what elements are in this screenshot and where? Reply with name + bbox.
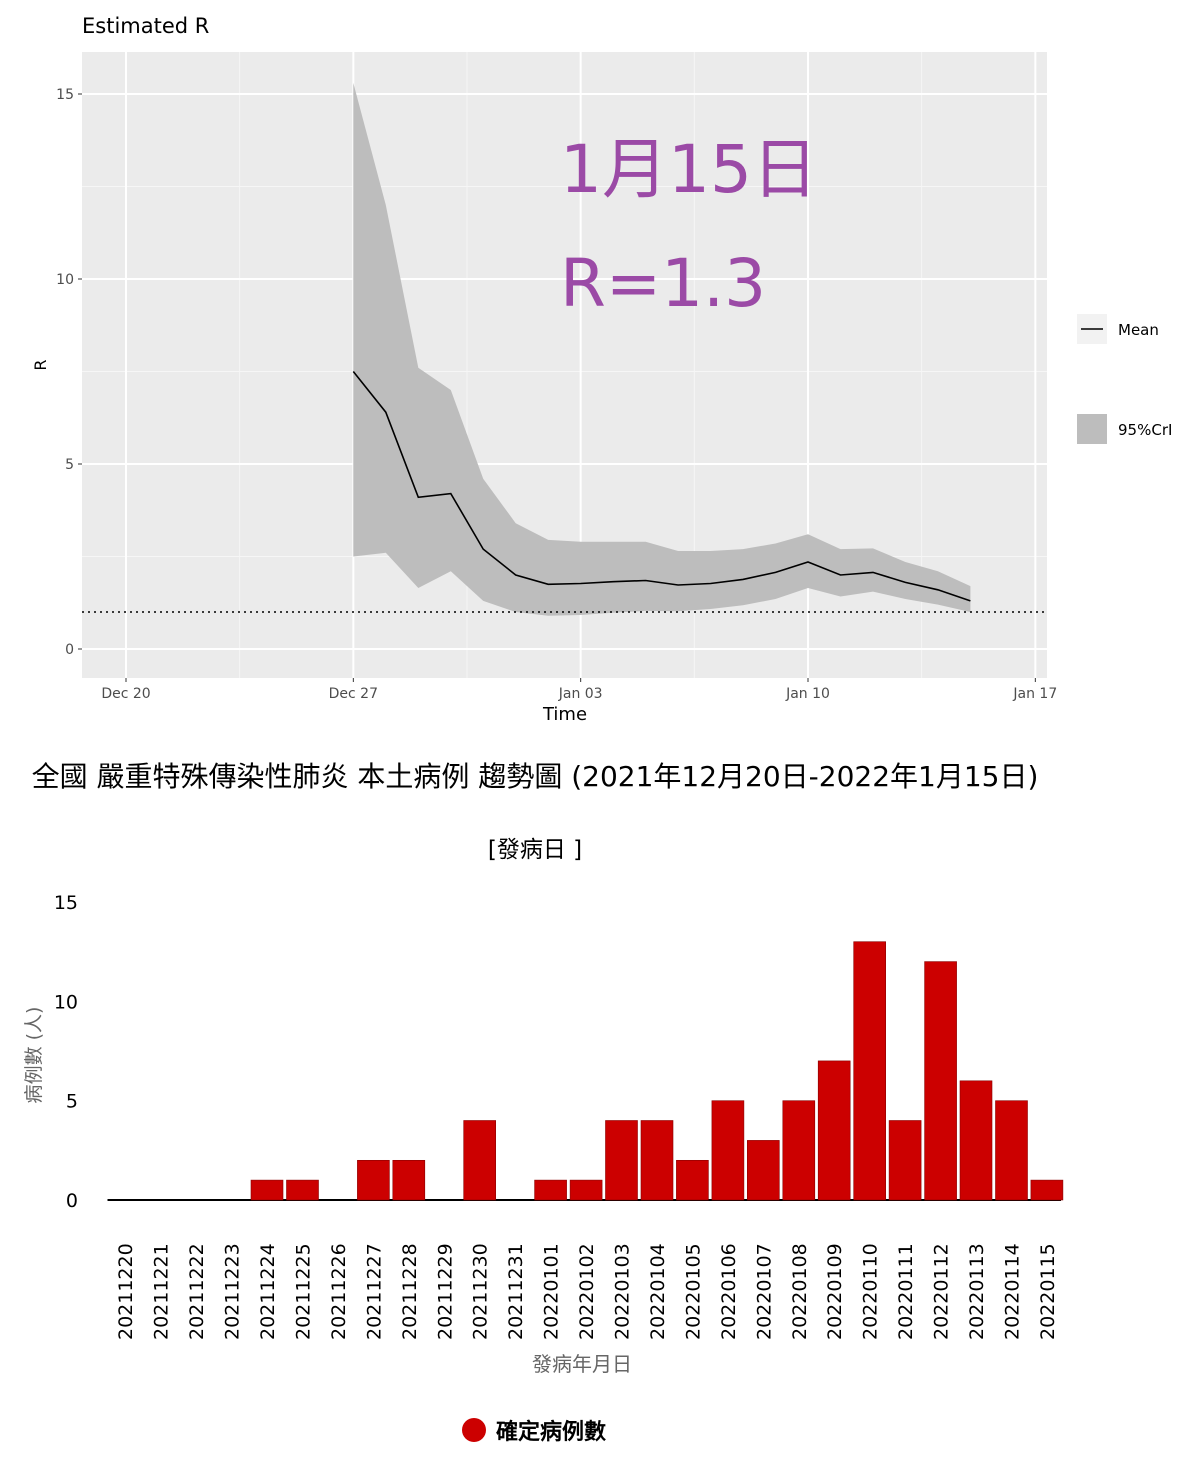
x-tick-label: 20220103 (612, 1243, 634, 1340)
x-tick-label: 20211226 (328, 1243, 350, 1340)
x-tick-label: 20211229 (434, 1243, 456, 1340)
bar (392, 1159, 426, 1201)
x-tick-label: 20211224 (257, 1243, 279, 1340)
chart2-subtitle: [發病日 ] (487, 837, 583, 863)
bar (640, 1120, 674, 1201)
x-tick-label: 20220111 (895, 1243, 917, 1340)
x-tick-label: 20211222 (186, 1243, 208, 1340)
x-tick-label: Jan 03 (558, 686, 603, 702)
bar (995, 1100, 1028, 1201)
chart1-title: Estimated R (82, 14, 210, 38)
x-tick-label: 20211231 (505, 1243, 527, 1340)
x-tick-label: 20220110 (860, 1243, 882, 1340)
x-tick-label: 20220112 (931, 1243, 953, 1340)
x-tick-label: 20211223 (222, 1243, 244, 1340)
bar (676, 1159, 709, 1201)
x-tick-label: 20211220 (115, 1243, 137, 1340)
bar (569, 1179, 603, 1201)
y-axis-title: R (31, 359, 50, 370)
bar (534, 1179, 567, 1201)
bar (924, 961, 957, 1201)
y-tick-label: 10 (54, 991, 78, 1013)
legend-label-mean: Mean (1118, 321, 1159, 339)
x-tick-label: 20211221 (151, 1243, 173, 1340)
bar (959, 1080, 993, 1201)
x-tick-label: 20220101 (541, 1243, 563, 1340)
x-tick-label: Dec 20 (101, 686, 150, 702)
x-tick-label: 20211227 (363, 1243, 385, 1340)
legend-label-ci: 95%CrI (1118, 421, 1172, 439)
y-tick-label: 0 (66, 1190, 78, 1212)
y-tick-label: 15 (56, 87, 74, 103)
x-tick-label: 20220107 (753, 1243, 775, 1340)
bar (463, 1120, 497, 1201)
x-tick-label: 20211225 (292, 1243, 314, 1340)
bar (250, 1179, 284, 1201)
x-tick-label: 20220105 (682, 1243, 704, 1340)
y-axis-title: 病例數 (人) (23, 1007, 45, 1104)
y-tick-label: 5 (66, 1091, 78, 1113)
x-axis-title: 發病年月日 (532, 1352, 632, 1376)
x-tick-label: 20220115 (1037, 1243, 1059, 1340)
x-axis-title: Time (542, 704, 587, 725)
x-tick-label: 20211228 (399, 1243, 421, 1340)
y-tick-label: 0 (65, 642, 74, 658)
x-tick-label: Jan 17 (1012, 686, 1057, 702)
bar (817, 1060, 851, 1201)
x-tick-label: 20211230 (470, 1243, 492, 1340)
bar (853, 941, 887, 1201)
x-tick-label: 20220108 (789, 1243, 811, 1340)
bar (357, 1159, 390, 1201)
x-tick-label: 20220114 (1001, 1243, 1023, 1340)
x-tick-label: 20220106 (718, 1243, 740, 1340)
bar (711, 1100, 745, 1201)
bar (888, 1120, 922, 1201)
r-estimate-chart: 0 5 10 15 Dec 20 Dec 27 Jan 03 Jan 10 Jan 17 1月15… (31, 52, 1172, 725)
legend-label-cases: 確定病例數 (496, 1420, 607, 1445)
ci-ribbon (353, 82, 971, 616)
mean-line (352, 371, 971, 602)
legend-dot-icon (462, 1418, 486, 1442)
case-bar-chart: 0 5 10 15 病例數 (人) 20211220 20211221 20211222 202… (23, 892, 1064, 1376)
y-tick-label: 10 (56, 272, 74, 288)
bar (605, 1120, 638, 1201)
x-tick-label: 20220113 (966, 1243, 988, 1340)
annotation-date: 1月15日 (560, 131, 818, 208)
x-tick-label: 20220102 (576, 1243, 598, 1340)
chart2-title: 全國 嚴重特殊傳染性肺炎 本土病例 趨勢圖 (2021年12月20日-2022年… (31, 760, 1039, 793)
bar (782, 1100, 816, 1201)
bar (286, 1179, 319, 1201)
legend-key-ci (1077, 414, 1107, 444)
annotation-r-value: R=1.3 (560, 245, 766, 322)
y-tick-label: 5 (65, 457, 74, 473)
bar (746, 1140, 780, 1201)
x-tick-label: 20220104 (647, 1243, 669, 1340)
chart2-legend: 確定病例數 (462, 1414, 606, 1446)
x-tick-label: Jan 10 (785, 686, 830, 702)
y-tick-label: 15 (54, 892, 78, 914)
bar (1030, 1179, 1064, 1201)
x-tick-label: 20220109 (824, 1243, 846, 1340)
x-tick-label: Dec 27 (329, 686, 378, 702)
